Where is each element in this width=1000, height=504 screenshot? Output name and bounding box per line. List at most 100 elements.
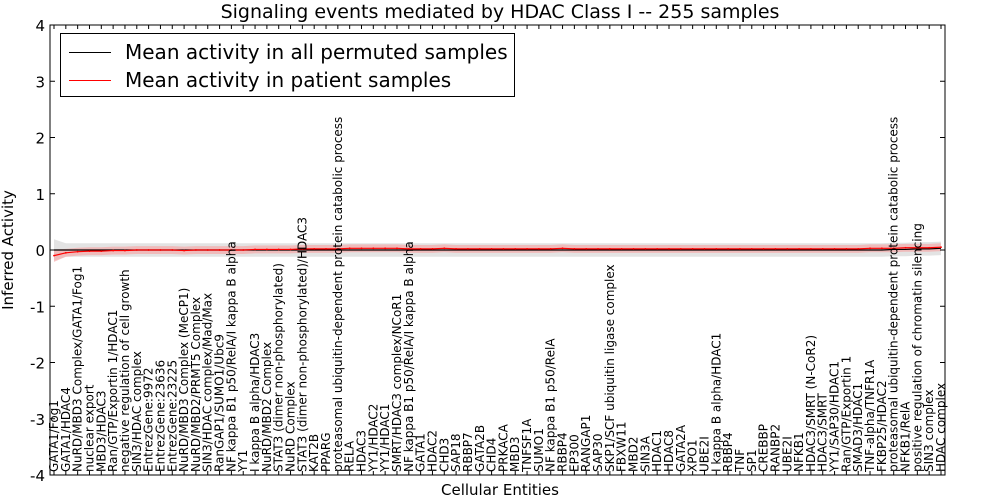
x-tick-label: FBXW11	[615, 422, 629, 473]
x-tick-label: SAP18	[449, 433, 463, 472]
x-tick-label: EntrezGene:9972	[142, 368, 156, 473]
x-tick-label: XPO1	[686, 439, 700, 472]
x-tick-label: nuclear export	[82, 384, 96, 472]
data-point	[916, 246, 919, 249]
data-point	[656, 247, 659, 250]
x-tick-label: TNFSF1A	[520, 418, 534, 473]
data-point	[135, 249, 138, 251]
x-tick-label: CHD4	[485, 438, 499, 472]
x-tick-label: SMAD3/HDAC1	[851, 383, 865, 472]
x-tick-label: SAP30	[591, 433, 605, 472]
data-point	[384, 247, 387, 250]
x-tick-label: NuRD Complex	[284, 381, 298, 472]
x-tick-label: CHD3	[437, 438, 451, 472]
data-point	[786, 247, 789, 250]
x-tick-label: HDAC8	[662, 430, 676, 472]
y-tick-label: 4	[35, 17, 45, 35]
x-tick-label: HDAC2	[425, 430, 439, 472]
y-tick-label: -4	[30, 467, 45, 485]
data-point	[810, 247, 812, 250]
data-point	[857, 247, 860, 250]
data-point	[88, 250, 91, 253]
x-tick-label: FKBP25/HDAC2	[875, 380, 889, 472]
data-point	[336, 247, 339, 250]
x-axis-label: Cellular Entities	[441, 481, 559, 499]
legend-item-permuted: Mean activity in all permuted samples	[69, 39, 508, 65]
data-point	[254, 248, 256, 251]
x-tick-label: NuRD/MBD2 Complex	[260, 342, 274, 472]
data-point	[880, 247, 883, 250]
data-point	[396, 247, 398, 250]
legend-label-patient: Mean activity in patient samples	[125, 68, 452, 92]
x-tick-label: NuRD/MBD3 Complex (MeCP1)	[177, 288, 191, 472]
data-point	[514, 247, 517, 250]
data-point	[537, 247, 540, 250]
data-point	[467, 247, 469, 250]
data-point	[739, 247, 741, 250]
x-tick-label: RANBP2	[768, 424, 782, 472]
x-tick-label: NuRD/MBD3 Complex/GATA1/Fog1	[71, 266, 85, 472]
data-point	[490, 247, 493, 250]
legend-swatch-patient	[69, 79, 111, 81]
data-point	[869, 247, 871, 250]
x-tick-label: RanGAP1/SUMO1/Ubc9	[213, 334, 227, 472]
x-tick-label: I kappa B alpha/HDAC1	[709, 333, 723, 472]
x-tick-label: Ran/GTP/Exportin 1	[839, 356, 853, 472]
x-tick-label: NF kappa B1 p50/RelA/I kappa B alpha	[224, 241, 238, 472]
data-point	[845, 247, 848, 250]
x-tick-label: STAT3 (dimer non-phosphorylated)/HDAC3	[295, 217, 309, 472]
patient-confidence-band	[54, 243, 941, 262]
data-point	[940, 246, 942, 249]
data-point	[112, 249, 115, 252]
data-point	[608, 247, 611, 250]
data-point	[313, 247, 316, 250]
chart-title: Signaling events mediated by HDAC Class …	[221, 1, 780, 23]
data-point	[821, 247, 824, 250]
data-point	[691, 247, 694, 250]
data-point	[218, 249, 221, 251]
data-point	[750, 247, 753, 250]
data-point	[64, 251, 67, 254]
data-point	[289, 248, 292, 251]
data-point	[124, 249, 126, 252]
data-point	[928, 246, 931, 249]
data-point	[561, 247, 564, 250]
x-tick-label: GATA1	[414, 433, 428, 472]
x-tick-label: GATA1/Fog1	[47, 400, 61, 472]
data-point	[76, 250, 79, 253]
x-tick-label: NuRD/MBD2/PRMT5 Complex	[189, 297, 203, 472]
x-tick-label: RBBP4	[721, 432, 735, 472]
x-tick-label: UBE2I	[780, 436, 794, 472]
x-tick-label: HDAC3/SMRT (N-CoR2)	[804, 335, 818, 472]
data-point	[502, 247, 505, 250]
x-tick-label: SMRT/HDAC3 complex/NCoR1	[390, 294, 404, 472]
plot-area: -4-3-2-101234GATA1/Fog1GATA1/HDAC4NuRD/M…	[30, 17, 948, 485]
data-point	[100, 250, 103, 253]
data-point	[620, 247, 623, 250]
data-point	[833, 247, 836, 250]
data-point	[526, 247, 528, 250]
x-tick-label: SIN3 complex	[922, 390, 936, 472]
data-point	[892, 247, 895, 250]
x-tick-label: NF kappa B1 p50/RelA	[544, 338, 558, 472]
data-point	[549, 247, 552, 250]
data-point	[360, 247, 363, 250]
y-tick-label: 2	[35, 130, 45, 148]
x-tick-label: STAT3 (dimer non-phosphorylated)	[272, 263, 286, 472]
x-tick-label: KAT2B	[307, 434, 321, 472]
x-tick-label: MBD2	[627, 437, 641, 472]
data-point	[183, 249, 185, 252]
data-point	[230, 249, 233, 251]
x-tick-label: GATA2A	[674, 424, 688, 472]
x-tick-label: YY1	[236, 450, 250, 473]
data-point	[679, 247, 682, 250]
x-tick-label: CREBBP	[757, 424, 771, 472]
data-point	[904, 246, 907, 249]
data-point	[242, 249, 245, 251]
x-tick-label: HDAC1	[650, 430, 664, 472]
x-tick-label: EntrezGene:23636	[153, 360, 167, 472]
x-tick-label: PPARG	[319, 432, 333, 472]
y-tick-label: -1	[30, 298, 45, 316]
